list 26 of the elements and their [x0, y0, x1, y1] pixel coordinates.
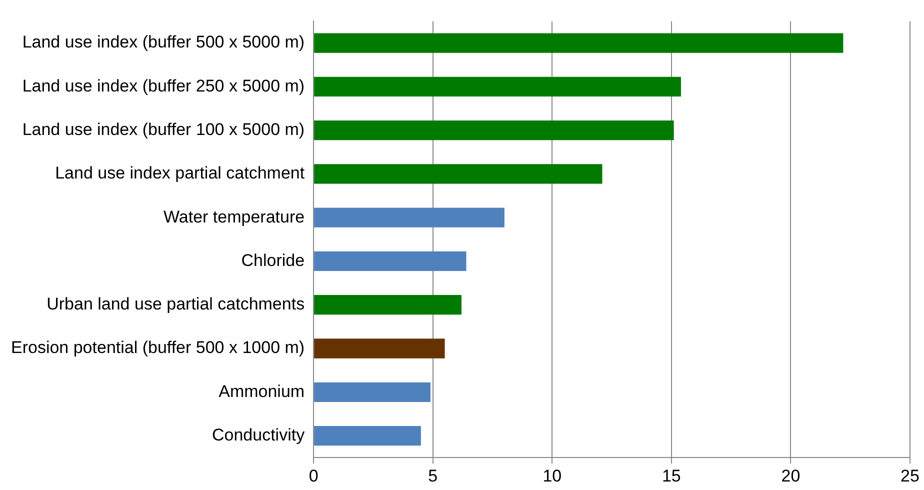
bar [314, 426, 421, 446]
y-tick-label: Land use index (buffer 500 x 5000 m) [22, 32, 305, 52]
x-tick-label: 15 [662, 466, 681, 486]
bar [314, 382, 430, 402]
y-tick-label: Ammonium [218, 382, 305, 401]
bar [314, 164, 602, 184]
y-tick-label: Land use index partial catchment [55, 164, 305, 183]
y-tick-label: Land use index (buffer 250 x 5000 m) [22, 76, 305, 96]
bar [314, 295, 462, 315]
bar [314, 120, 674, 140]
x-tick-label: 25 [900, 466, 920, 486]
y-tick-label: Conductivity [212, 425, 306, 444]
x-tick-label: 5 [428, 466, 438, 486]
y-tick-label: Land use index (buffer 100 x 5000 m) [22, 120, 305, 139]
x-tick-label: 10 [542, 466, 562, 486]
bar [314, 76, 681, 96]
y-tick-label: Erosion potential (buffer 500 x 1000 m) [10, 338, 305, 358]
y-tick-label: Chloride [241, 250, 305, 270]
bar [314, 208, 504, 228]
y-tick-label: Urban land use partial catchments [46, 294, 305, 314]
bar [314, 251, 466, 272]
bar [314, 338, 445, 358]
x-tick-label: 0 [308, 466, 318, 486]
y-tick-label: Water temperature [163, 207, 305, 226]
x-tick-label: 20 [781, 466, 800, 486]
bar [314, 33, 844, 53]
